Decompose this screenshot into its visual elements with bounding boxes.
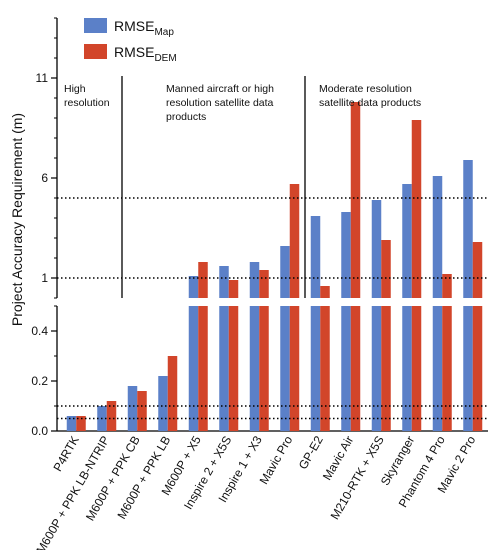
bar-dem-lower [472, 306, 483, 431]
bar-dem-lower [198, 306, 208, 431]
bar-dem [106, 401, 117, 431]
bar-dem [137, 391, 147, 431]
bar-dem-lower [259, 306, 269, 431]
region-label: Manned aircraft or high [166, 83, 274, 95]
bar-dem-lower [228, 306, 239, 431]
bar-map-lower [249, 306, 260, 431]
bar-dem-upper [442, 274, 452, 298]
region-label: resolution [64, 97, 110, 109]
bar-dem-lower [442, 306, 452, 431]
bar-dem-upper [381, 240, 391, 298]
bar-map-upper [249, 262, 260, 298]
bar-dem-upper [259, 270, 269, 298]
upper-tick-label: 1 [41, 271, 48, 285]
bar-map-upper [402, 184, 412, 298]
bar-dem [167, 356, 178, 431]
bar-map [127, 386, 138, 431]
bar-map-lower [310, 306, 321, 431]
bar-dem-lower [289, 306, 300, 431]
bar-map-lower [341, 306, 351, 431]
lower-tick-label: 0.4 [31, 324, 48, 338]
bar-map-upper [188, 276, 199, 298]
bar-map-lower [402, 306, 412, 431]
bar-dem-upper [320, 286, 330, 298]
y-axis-label: Project Accuracy Requirement (m) [9, 113, 25, 326]
bar-map [158, 376, 168, 431]
bar-map-upper [310, 216, 321, 298]
bar-map-lower [432, 306, 443, 431]
bar-dem-upper [350, 102, 361, 298]
region-label: products [166, 111, 206, 123]
bar-map-upper [432, 176, 443, 298]
bar-map-lower [463, 306, 473, 431]
bar-dem-lower [411, 306, 422, 431]
legend: RMSEMap RMSEDEM [84, 18, 177, 64]
legend-entry: RMSEDEM [114, 44, 177, 64]
bar-map-lower [219, 306, 229, 431]
lower-panel: 0.0 0.2 0.4 [31, 305, 488, 438]
bar-dem [76, 416, 86, 431]
region-label: satellite data products [319, 97, 421, 109]
bar-map [66, 416, 77, 431]
bar-dem-upper [472, 242, 483, 298]
bar-dem-lower [320, 306, 330, 431]
bar-dem-upper [198, 262, 208, 298]
bar-dem-upper [228, 280, 239, 298]
bar-map-lower [188, 306, 199, 431]
bar-map-upper [341, 212, 351, 298]
bar-dem-upper [411, 120, 422, 298]
bar-map-lower [371, 306, 382, 431]
x-tick-label: P4RTK [50, 434, 81, 474]
region-labels: High resolution Manned aircraft or high res… [64, 83, 421, 123]
upper-tick-label: 11 [36, 71, 49, 85]
lower-tick-label: 0.0 [31, 424, 48, 438]
region-label: resolution satellite data [166, 97, 274, 109]
bar-map-lower [280, 306, 290, 431]
bar-dem-lower [350, 306, 361, 431]
bar-dem-upper [289, 184, 300, 298]
bar-map-upper [371, 200, 382, 298]
x-tick-label: GP-E2 [296, 433, 326, 471]
legend-swatch [84, 44, 107, 59]
legend-entry: RMSEMap [114, 18, 174, 38]
bar-dem-lower [381, 306, 391, 431]
region-label: High [64, 83, 86, 95]
legend-swatch [84, 18, 107, 33]
bar-map-upper [280, 246, 290, 298]
lower-tick-label: 0.2 [31, 374, 48, 388]
region-label: Moderate resolution [319, 83, 412, 95]
bar-map-upper [219, 266, 229, 298]
upper-tick-label: 6 [41, 171, 48, 185]
bar-map-upper [463, 160, 473, 298]
